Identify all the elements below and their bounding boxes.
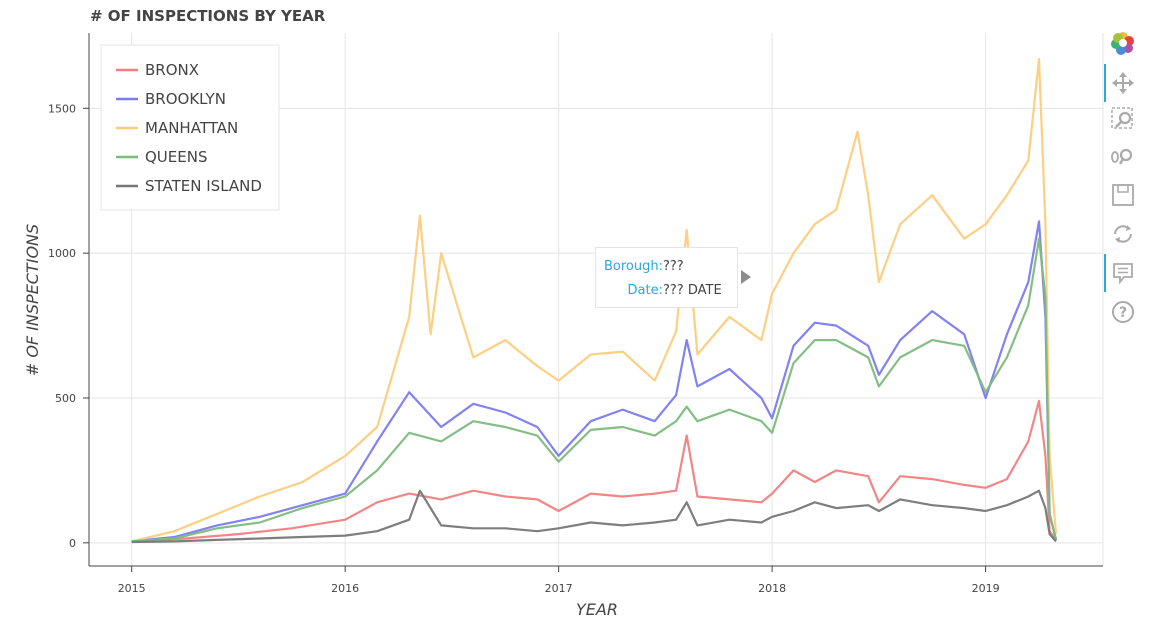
tooltip-date-label: Date:	[627, 283, 663, 298]
tooltip-arrow	[741, 270, 751, 284]
y-tick-label: 1500	[48, 102, 76, 115]
axes: 2015 2016 2017 2018 2019 0 500 1000 1500	[48, 33, 1103, 595]
chart-title: # OF INSPECTIONS BY YEAR	[90, 7, 326, 25]
series-line-bronx	[131, 399, 1057, 543]
pan-icon[interactable]	[1110, 70, 1136, 96]
hover-tooltip: Borough:??? Date:??? DATE	[595, 247, 738, 308]
help-icon[interactable]: ?	[1110, 299, 1136, 325]
wheel-zoom-icon[interactable]	[1110, 144, 1136, 170]
tooltip-borough-value: ???	[663, 259, 684, 274]
series-line-staten-island	[131, 489, 1057, 544]
box-zoom-icon[interactable]	[1110, 106, 1136, 132]
x-tick-label: 2019	[972, 582, 1000, 595]
x-tick-label: 2015	[118, 582, 146, 595]
legend-label: STATEN ISLAND	[145, 177, 262, 195]
legend: BRONX BROOKLYN MANHATTAN QUEENS STATEN ISLAN…	[100, 44, 280, 211]
y-tick-label: 500	[55, 392, 76, 405]
y-axis-title: # OF INSPECTIONS	[23, 224, 42, 376]
y-tick-label: 1000	[48, 247, 76, 260]
series-line-brooklyn	[131, 220, 1058, 543]
tooltip-date-value: ??? DATE	[663, 283, 722, 298]
y-tick-label: 0	[69, 537, 76, 550]
svg-text:?: ?	[1119, 305, 1127, 321]
save-icon[interactable]	[1110, 182, 1136, 208]
pan-active-indicator	[1104, 64, 1106, 102]
x-tick-label: 2017	[545, 582, 573, 595]
legend-label: MANHATTAN	[145, 119, 238, 137]
series-lines	[131, 57, 1058, 544]
x-tick-label: 2016	[331, 582, 359, 595]
series-line-queens	[131, 237, 1058, 543]
x-axis-title: YEAR	[576, 600, 618, 619]
legend-label: BRONX	[145, 61, 199, 79]
legend-label: BROOKLYN	[145, 90, 226, 108]
reset-icon[interactable]	[1110, 221, 1136, 247]
hover-icon[interactable]	[1110, 260, 1136, 286]
legend-label: QUEENS	[145, 148, 207, 166]
tooltip-borough-label: Borough:	[604, 259, 663, 274]
hover-active-indicator	[1104, 254, 1106, 292]
toolbar: ?	[1104, 28, 1144, 328]
bokeh-logo-icon	[1111, 32, 1134, 55]
x-tick-label: 2018	[758, 582, 786, 595]
